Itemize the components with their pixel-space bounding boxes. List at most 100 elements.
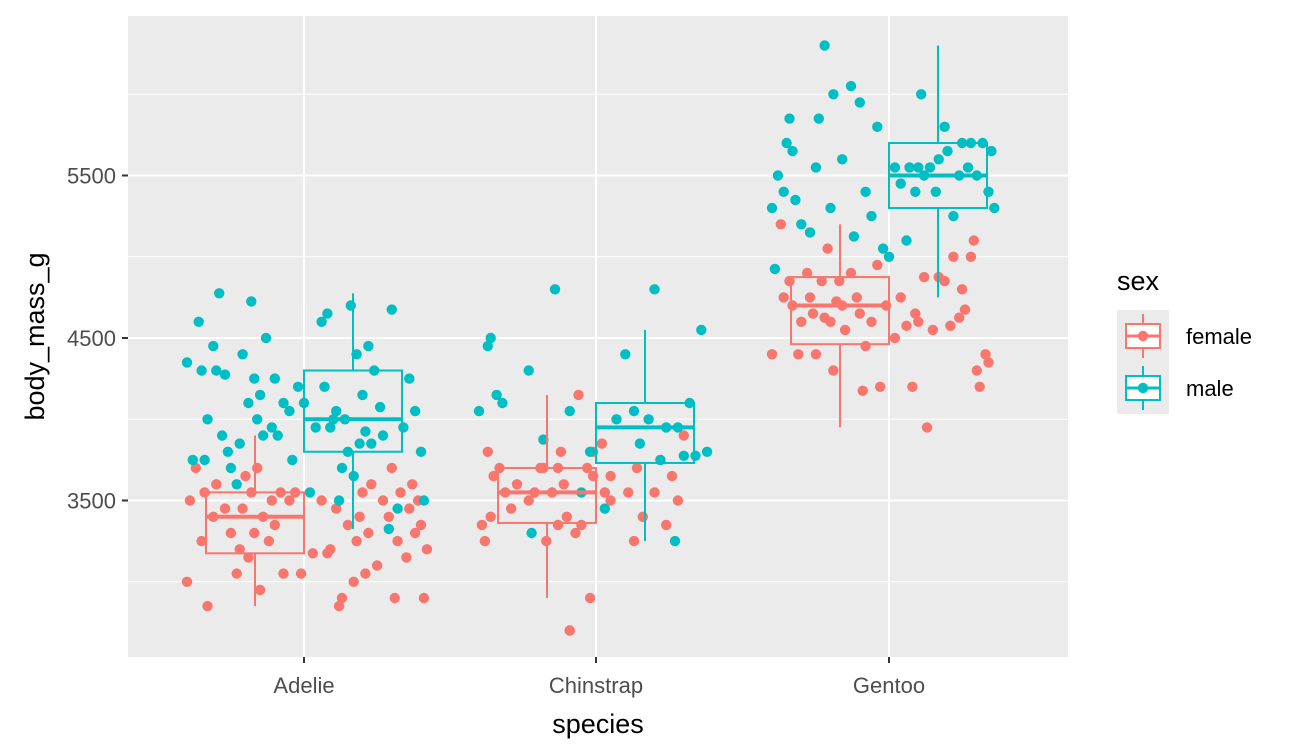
data-point	[913, 316, 924, 327]
data-point	[939, 121, 950, 132]
data-point	[257, 430, 269, 441]
box	[595, 402, 695, 464]
data-point	[989, 202, 1000, 214]
data-point	[488, 470, 499, 482]
data-point	[319, 381, 330, 392]
data-point	[360, 426, 371, 437]
data-point	[476, 519, 488, 531]
data-point	[485, 332, 496, 344]
data-point	[918, 271, 930, 283]
data-point	[784, 275, 795, 287]
data-point	[690, 450, 701, 461]
data-point	[225, 527, 237, 539]
data-point	[304, 487, 316, 498]
data-point	[787, 145, 798, 157]
data-point	[354, 511, 365, 522]
data-point	[325, 422, 336, 433]
box	[303, 369, 403, 453]
legend-key-female: female	[1117, 310, 1252, 362]
data-point	[813, 113, 824, 124]
data-point	[383, 523, 394, 535]
data-point	[848, 231, 860, 242]
x-tick-label: Adelie	[273, 673, 334, 698]
data-point	[181, 357, 193, 368]
data-point	[927, 324, 939, 336]
data-point	[523, 365, 534, 376]
data-point	[851, 292, 862, 303]
data-point	[825, 202, 836, 214]
data-point	[374, 401, 386, 413]
data-point	[491, 389, 502, 401]
data-point	[678, 450, 689, 461]
data-point	[252, 462, 263, 474]
data-point	[196, 365, 207, 376]
data-point	[948, 210, 959, 222]
jitter-points	[181, 40, 1000, 636]
data-point	[564, 405, 575, 417]
data-point	[834, 275, 845, 287]
data-point	[211, 479, 222, 490]
data-point	[828, 89, 839, 100]
data-point	[766, 202, 778, 214]
data-point	[631, 462, 643, 474]
data-point	[854, 308, 865, 319]
data-point	[801, 267, 813, 279]
data-point	[661, 519, 672, 531]
data-point	[333, 600, 345, 612]
data-point	[954, 312, 965, 323]
legend-label-male: male	[1186, 376, 1234, 401]
data-point	[605, 470, 616, 482]
data-point	[696, 324, 707, 336]
boxplots	[205, 45, 988, 607]
data-point	[877, 243, 889, 254]
data-point	[336, 592, 348, 604]
data-point	[860, 340, 871, 352]
data-point	[816, 275, 827, 287]
data-point	[701, 446, 713, 457]
data-point	[371, 560, 383, 571]
data-point	[628, 535, 640, 547]
data-point	[287, 454, 298, 466]
data-point	[790, 194, 801, 206]
data-point	[211, 365, 222, 376]
data-point	[678, 430, 689, 441]
data-point	[278, 568, 289, 579]
data-point	[807, 308, 819, 319]
data-point	[409, 405, 421, 417]
data-point	[295, 568, 307, 579]
data-point	[345, 300, 356, 311]
data-point	[781, 137, 792, 149]
data-point	[620, 349, 631, 360]
data-point	[986, 145, 997, 157]
data-point	[974, 381, 985, 392]
legend-key-male: male	[1117, 362, 1234, 414]
data-point	[386, 304, 397, 315]
data-point	[307, 548, 318, 559]
data-point	[669, 535, 681, 547]
data-point	[796, 219, 807, 230]
data-point	[260, 332, 272, 344]
data-point	[576, 519, 587, 531]
data-point	[363, 527, 374, 539]
boxplot-female-adelie	[205, 435, 305, 607]
data-point	[895, 292, 906, 303]
box	[205, 491, 305, 555]
data-point	[810, 349, 822, 360]
data-point	[246, 296, 257, 307]
data-point	[933, 154, 944, 165]
boxplot-male-gentoo	[888, 45, 988, 298]
data-point	[819, 40, 830, 51]
data-point	[219, 503, 231, 514]
data-point	[804, 227, 816, 238]
data-point	[549, 284, 561, 295]
data-point	[360, 568, 371, 579]
data-point	[331, 503, 342, 514]
data-point	[895, 178, 906, 189]
data-point	[910, 186, 921, 197]
x-axis-title: species	[552, 709, 644, 739]
data-point	[377, 495, 389, 506]
data-point	[231, 568, 242, 579]
data-point	[389, 592, 400, 604]
data-point	[573, 389, 584, 401]
data-point	[196, 535, 207, 547]
